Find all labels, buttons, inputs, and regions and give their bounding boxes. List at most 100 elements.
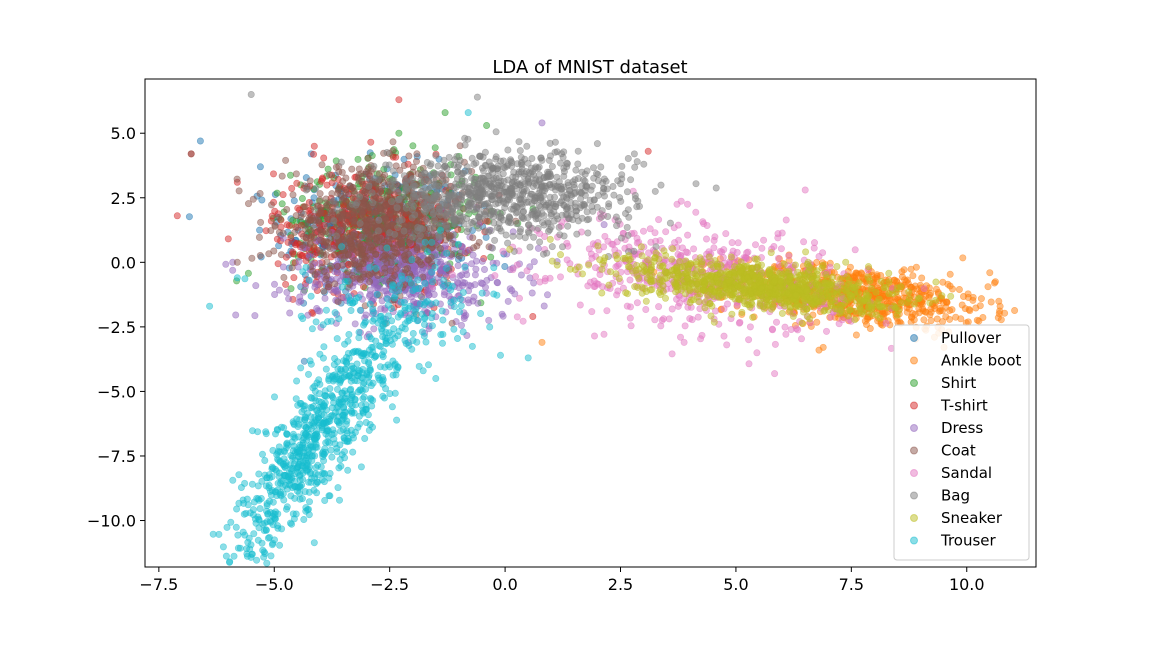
data-point <box>624 231 632 239</box>
data-point <box>372 250 380 258</box>
data-point <box>425 177 433 185</box>
data-point <box>443 171 451 179</box>
data-point <box>573 230 581 238</box>
data-point <box>455 252 463 260</box>
data-point <box>367 216 375 224</box>
data-point <box>513 220 521 228</box>
data-point <box>528 289 536 297</box>
data-point <box>464 135 472 143</box>
data-point <box>562 211 570 219</box>
data-point <box>624 155 632 163</box>
data-point <box>589 164 597 172</box>
data-point <box>414 227 422 235</box>
data-point <box>552 203 560 211</box>
data-point <box>563 256 571 264</box>
data-point <box>511 202 519 210</box>
data-point <box>380 252 388 260</box>
data-point <box>496 225 504 233</box>
data-point <box>655 303 663 311</box>
data-point <box>530 197 538 205</box>
data-point <box>400 227 408 235</box>
data-point <box>652 243 660 251</box>
data-point <box>519 317 527 325</box>
data-point <box>394 224 402 232</box>
data-point <box>418 182 426 190</box>
data-point <box>407 199 415 207</box>
data-point <box>310 233 318 241</box>
data-point <box>402 204 410 212</box>
data-point <box>712 184 720 192</box>
data-point <box>258 196 266 204</box>
data-point <box>395 129 403 137</box>
data-point <box>938 307 946 315</box>
data-point <box>330 251 338 259</box>
data-point <box>534 244 542 252</box>
data-point <box>398 216 406 224</box>
data-point <box>401 186 409 194</box>
data-point <box>548 163 556 171</box>
data-point <box>365 182 373 190</box>
data-point <box>351 261 359 269</box>
data-point <box>457 321 465 329</box>
data-point <box>299 210 307 218</box>
data-point <box>546 274 554 282</box>
data-point <box>312 184 320 192</box>
data-point <box>372 240 380 248</box>
data-point <box>659 315 667 323</box>
data-point <box>362 221 370 229</box>
data-point <box>329 197 337 205</box>
data-point <box>448 271 456 279</box>
data-point <box>459 278 467 286</box>
data-point <box>374 227 382 235</box>
data-point <box>964 293 972 301</box>
data-point <box>321 294 329 302</box>
data-point <box>419 200 427 208</box>
data-point <box>948 306 956 314</box>
data-point <box>288 184 296 192</box>
data-point <box>233 175 241 183</box>
data-point <box>432 152 440 160</box>
data-point <box>390 271 398 279</box>
data-point <box>487 166 495 174</box>
data-point <box>370 325 378 333</box>
data-point <box>333 288 341 296</box>
data-point <box>509 232 517 240</box>
data-point <box>639 227 647 235</box>
data-point <box>777 245 785 253</box>
data-point <box>283 206 291 214</box>
data-point <box>383 149 391 157</box>
data-point <box>277 251 285 259</box>
data-point <box>494 279 502 287</box>
data-point <box>480 208 488 216</box>
data-point <box>173 212 181 220</box>
data-point <box>588 254 596 262</box>
data-point <box>267 201 275 209</box>
data-point <box>523 142 531 150</box>
data-point <box>900 266 908 274</box>
data-point <box>745 360 753 368</box>
data-point <box>185 213 193 221</box>
data-point <box>727 253 735 261</box>
data-point <box>545 156 553 164</box>
data-point <box>431 220 439 228</box>
data-point <box>333 205 341 213</box>
data-point <box>334 186 342 194</box>
data-point <box>576 301 584 309</box>
data-point <box>413 150 421 158</box>
data-point <box>331 280 339 288</box>
data-point <box>367 138 375 146</box>
data-point <box>642 297 650 305</box>
data-point <box>391 249 399 257</box>
data-point <box>485 316 493 324</box>
data-point <box>392 153 400 161</box>
data-point <box>623 188 631 196</box>
data-point <box>873 271 881 279</box>
data-point <box>547 210 555 218</box>
data-point <box>285 222 293 230</box>
data-point <box>770 243 778 251</box>
data-point <box>545 199 553 207</box>
data-point <box>574 147 582 155</box>
data-point <box>572 166 580 174</box>
data-point <box>692 208 700 216</box>
data-point <box>441 109 449 117</box>
